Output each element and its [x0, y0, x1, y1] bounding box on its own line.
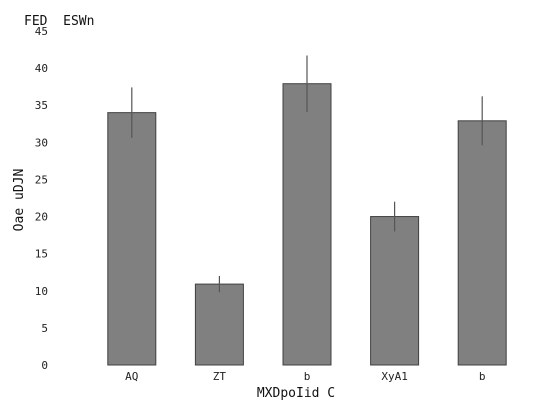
- bar: [107, 112, 157, 366]
- y-tick-label: 10: [35, 285, 48, 298]
- y-tick-label: 5: [41, 322, 48, 335]
- x-axis-ticks: AQ ZT b XyA1 b: [125, 370, 485, 383]
- y-tick-label: 40: [35, 62, 48, 75]
- y-tick-label: 25: [35, 173, 48, 186]
- bar: [194, 283, 244, 366]
- y-tick-label: 0: [41, 359, 48, 372]
- error-bars-group: [131, 55, 483, 293]
- x-tick-label: b: [479, 370, 486, 383]
- y-tick-label: 15: [35, 248, 48, 261]
- bar: [370, 216, 420, 366]
- x-tick-label: XyA1: [381, 370, 408, 383]
- y-tick-label: 45: [35, 25, 48, 38]
- x-tick-label: b: [304, 370, 311, 383]
- y-tick-label: 30: [35, 136, 48, 149]
- bars-group: [107, 83, 507, 366]
- y-axis-label: Oae uDJN: [12, 169, 27, 232]
- x-axis-label: MXDpoIid C: [257, 386, 335, 401]
- y-axis-ticks: 0 5 10 15 20 25 30 35 40 45: [35, 25, 48, 372]
- y-tick-label: 20: [35, 211, 48, 224]
- bar: [282, 83, 332, 366]
- bar: [457, 120, 507, 366]
- chart-title: FED ESWn: [24, 14, 94, 29]
- y-tick-label: 35: [35, 99, 48, 112]
- x-tick-label: AQ: [125, 370, 138, 383]
- x-tick-label: ZT: [213, 370, 227, 383]
